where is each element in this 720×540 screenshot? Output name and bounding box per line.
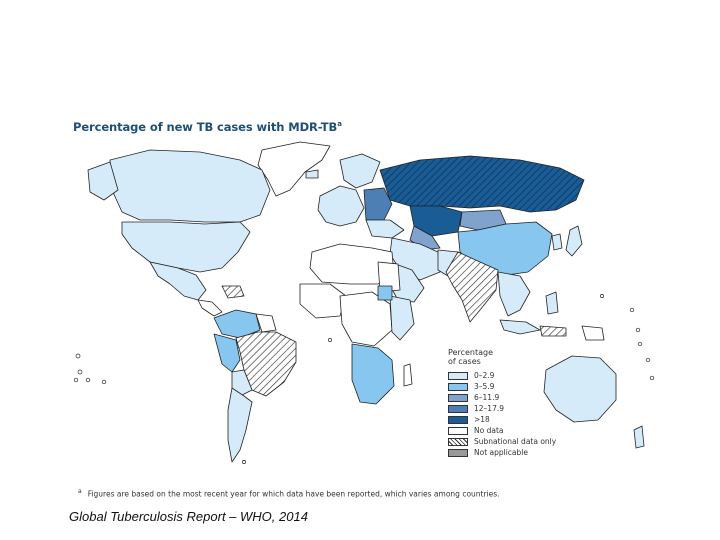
legend-item: 6–11.9: [448, 392, 608, 403]
region-scandinavia: [339, 153, 381, 189]
legend-swatch: [448, 393, 468, 402]
legend-swatch: [448, 404, 468, 413]
legend-item: Subnational data only: [448, 436, 608, 447]
legend-label: Not applicable: [474, 448, 528, 457]
legend-label: Subnational data only: [474, 437, 557, 446]
legend-item: No data: [448, 425, 608, 436]
region-brazil: [235, 331, 297, 397]
legend-label: >18: [474, 415, 490, 424]
region-central-america: [197, 299, 223, 317]
region-chad: [377, 285, 393, 301]
region-iceland: [305, 169, 319, 179]
legend-rows: 0–2.9 3–5.9 6–11.9 12–17.9 >18 No data Subnati…: [448, 370, 608, 458]
footnote: a Figures are based on the most recent ye…: [78, 488, 500, 499]
region-papua: [581, 325, 605, 341]
region-philippines: [545, 291, 559, 315]
legend-swatch: [448, 371, 468, 380]
legend-swatch: [448, 426, 468, 435]
legend-label: 0–2.9: [474, 371, 495, 380]
region-korea: [551, 233, 563, 251]
region-argentina-chile: [227, 387, 253, 463]
legend-label: 6–11.9: [474, 393, 500, 402]
region-caribbean: [221, 285, 245, 299]
region-egypt: [377, 261, 401, 293]
region-usa: [121, 221, 251, 273]
legend-item: 0–2.9: [448, 370, 608, 381]
footnote-marker: a: [78, 488, 82, 495]
region-indonesia-2: [539, 325, 567, 337]
region-turkey: [365, 219, 405, 239]
region-eastern-europe: [363, 187, 393, 221]
legend-item: 12–17.9: [448, 403, 608, 414]
legend-swatch: [448, 437, 468, 446]
source-caption: Global Tuberculosis Report – WHO, 2014: [69, 509, 308, 524]
legend-label: 3–5.9: [474, 382, 495, 391]
region-new-zealand: [633, 425, 645, 449]
region-indonesia-1: [499, 319, 541, 335]
map-title: Percentage of new TB cases with MDR-TBa: [73, 120, 342, 134]
region-australia: [543, 355, 617, 423]
legend-label: No data: [474, 426, 504, 435]
region-russia: [379, 155, 585, 213]
region-se-asia: [497, 271, 531, 317]
region-central-africa: [339, 291, 393, 347]
legend-item: Not applicable: [448, 447, 608, 458]
footnote-text: Figures are based on the most recent yea…: [87, 489, 500, 499]
region-europe-west: [317, 185, 365, 227]
region-india: [445, 251, 499, 323]
legend-swatch: [448, 382, 468, 391]
region-southern-africa: [351, 343, 395, 405]
legend-label: 12–17.9: [474, 404, 504, 413]
region-bolivia: [231, 369, 253, 397]
legend-title: Percentage of cases: [448, 348, 494, 366]
island-markers: [73, 294, 655, 464]
map-legend: Percentage of cases 0–2.9 3–5.9 6–11.9 12–1…: [448, 348, 608, 458]
region-colombia-venezuela: [213, 309, 261, 339]
legend-swatch: [448, 415, 468, 424]
legend-item: 3–5.9: [448, 381, 608, 392]
legend-swatch: [448, 448, 468, 457]
region-west-africa: [299, 283, 347, 319]
legend-item: >18: [448, 414, 608, 425]
region-east-africa: [389, 295, 415, 341]
region-alaska: [87, 161, 119, 201]
region-peru: [213, 333, 241, 373]
region-guianas: [255, 313, 277, 333]
title-superscript: a: [337, 120, 342, 129]
region-canada: [109, 149, 271, 223]
region-madagascar: [403, 363, 413, 387]
region-japan: [565, 225, 583, 257]
